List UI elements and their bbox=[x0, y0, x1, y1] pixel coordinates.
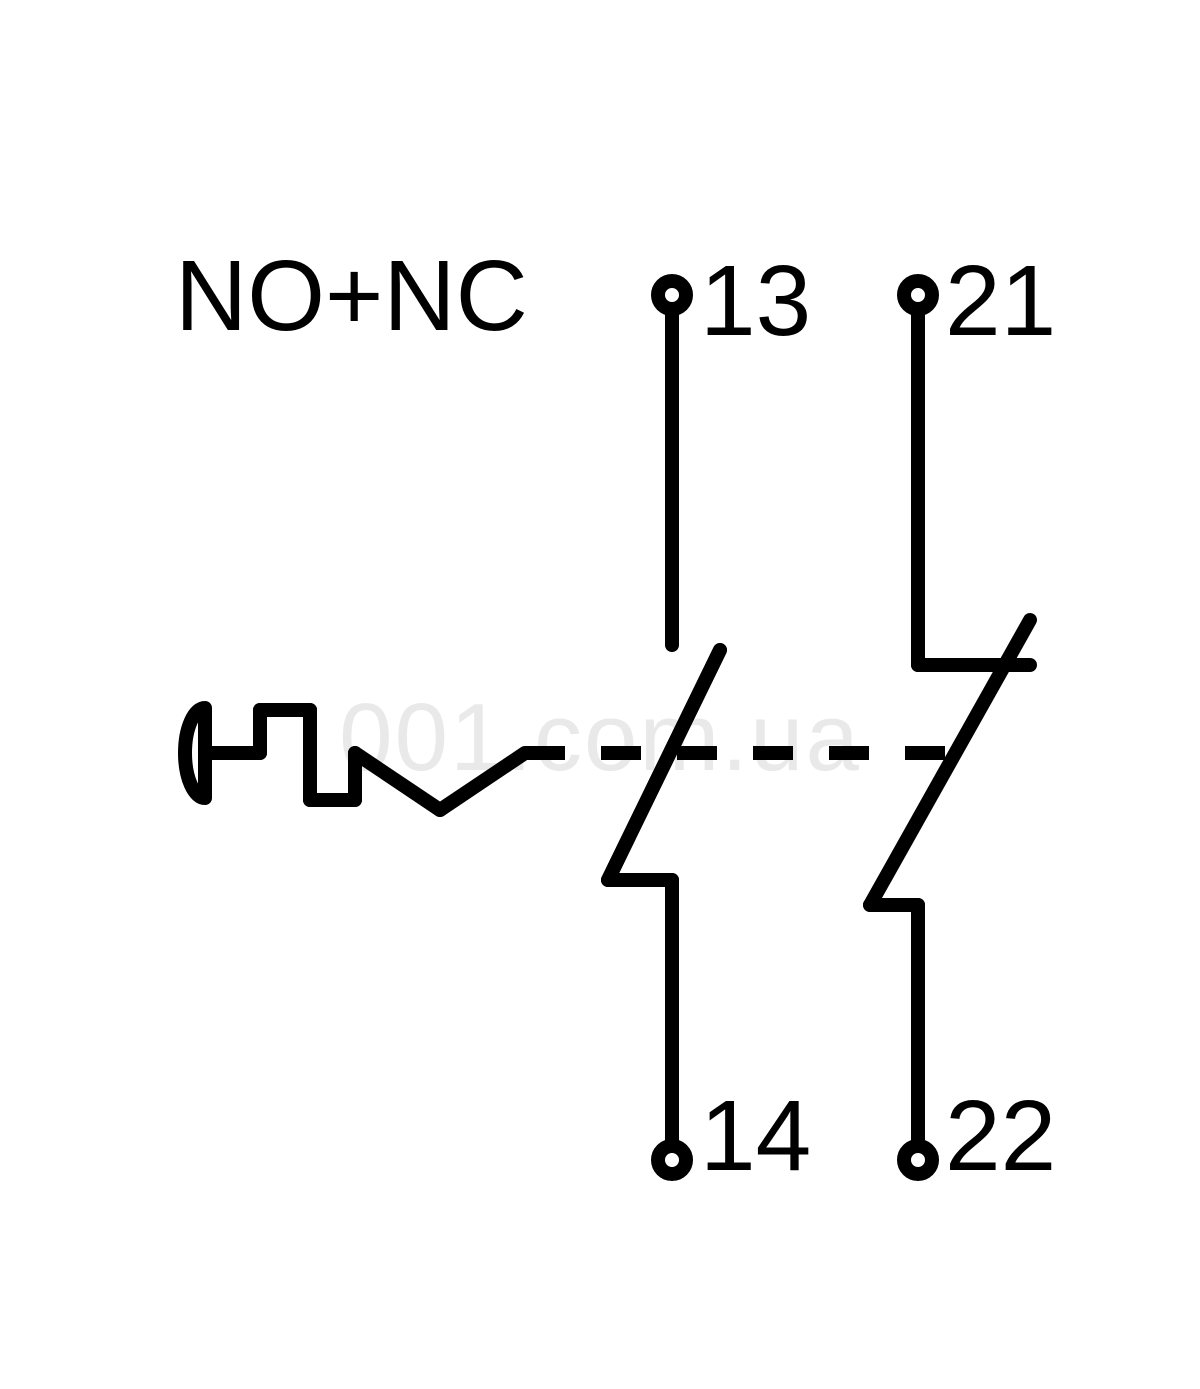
schematic-diagram: 001.com.ua NO+NC 13 21 14 22 bbox=[0, 0, 1200, 1389]
watermark-text: 001.com.ua bbox=[339, 684, 861, 791]
title-label: NO+NC bbox=[175, 240, 528, 352]
terminal-14-label: 14 bbox=[700, 1080, 811, 1192]
terminal-13-label: 13 bbox=[700, 245, 811, 357]
terminal-22-label: 22 bbox=[945, 1080, 1056, 1192]
terminal-21-label: 21 bbox=[945, 245, 1056, 357]
